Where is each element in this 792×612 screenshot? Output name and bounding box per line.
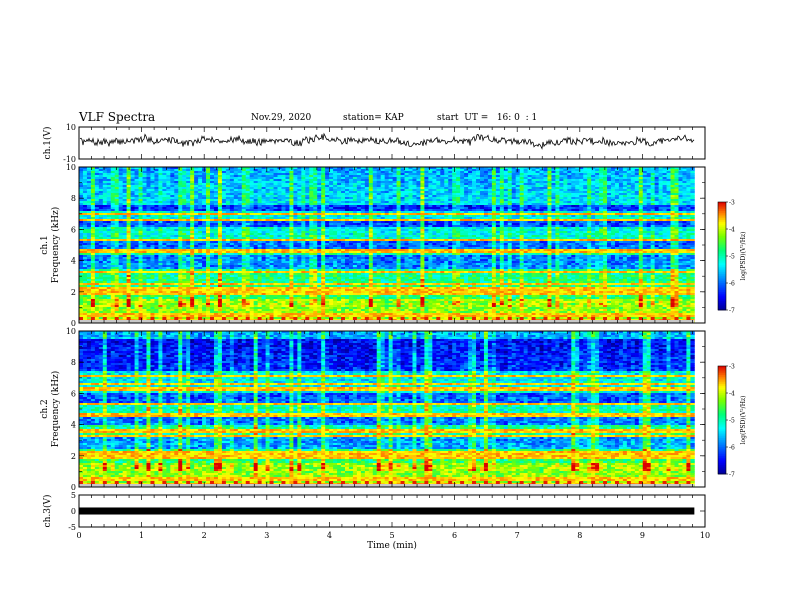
ch1-heatmap <box>79 167 695 323</box>
vlf-spectra-figure: 10-10ch.1(V)0246810ch.1 Frequency (kHz)-3… <box>0 0 792 612</box>
y-axis-label: ch.1(V) <box>42 127 53 160</box>
y-tick-label: 10 <box>66 123 76 132</box>
ch1-signal-line <box>80 134 694 149</box>
